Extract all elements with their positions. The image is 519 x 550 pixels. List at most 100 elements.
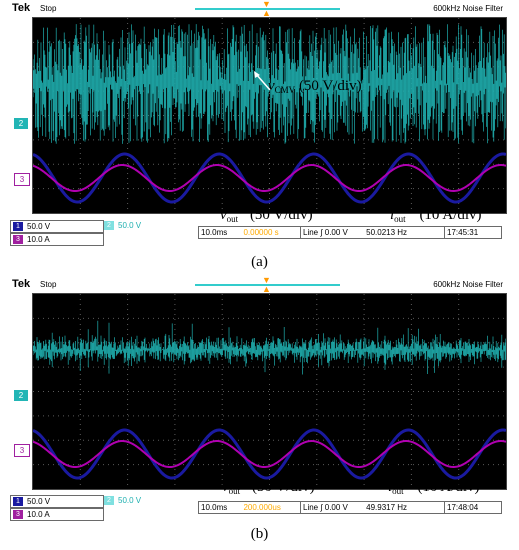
grid-dot — [103, 464, 104, 466]
grid-dot — [79, 329, 81, 330]
grid-dot — [68, 317, 69, 319]
grid-dot — [363, 391, 364, 392]
grid-dot — [308, 464, 309, 466]
grid-dot — [316, 484, 318, 485]
grid-dot — [68, 41, 69, 43]
grid-dot — [458, 414, 460, 415]
grid-dot — [398, 366, 399, 368]
grid-dot — [269, 138, 270, 139]
grid-dot — [323, 391, 324, 392]
grid-dot — [269, 168, 270, 169]
grid-dot — [188, 415, 189, 417]
grid-dot — [79, 118, 81, 119]
grid-dot — [221, 294, 223, 295]
grid-dot — [58, 317, 59, 319]
grid-dot — [398, 415, 399, 417]
grid-dot — [316, 449, 318, 450]
grid-dot — [221, 359, 223, 360]
grid-dot — [103, 163, 104, 165]
grid-dot — [269, 294, 270, 295]
grid-dot — [348, 439, 349, 441]
grid-dot — [458, 439, 460, 440]
grid-dot — [428, 366, 429, 368]
grid-dot — [108, 366, 109, 368]
grid-dot — [353, 439, 354, 441]
grid-dot — [316, 469, 318, 470]
grid-dot — [213, 439, 214, 441]
grid-dot — [38, 391, 39, 392]
grid-dot — [468, 439, 469, 441]
grid-dot — [79, 158, 81, 159]
grid-dot — [363, 404, 365, 405]
grid-dot — [79, 63, 81, 64]
grid-dot — [73, 41, 74, 43]
grid-dot — [79, 188, 81, 189]
grid-dot — [148, 317, 149, 319]
grid-dot — [468, 415, 469, 417]
grid-dot — [413, 139, 414, 141]
grid-dot — [263, 342, 264, 344]
grid-dot — [263, 188, 264, 190]
grid-dot — [363, 48, 365, 49]
grid-dot — [318, 188, 319, 190]
grid-dot — [113, 41, 114, 43]
grid-dot — [127, 339, 129, 340]
grid-dot — [313, 66, 314, 68]
grid-dot — [433, 188, 434, 190]
grid-dot — [268, 188, 269, 190]
grid-dot — [269, 424, 270, 425]
grid-dot — [79, 178, 81, 179]
grid-dot — [293, 464, 294, 466]
grid-dot — [373, 439, 374, 441]
grid-dot — [383, 317, 384, 319]
grid-dot — [174, 484, 176, 485]
grid-dot — [68, 464, 69, 466]
grid-dot — [298, 188, 299, 190]
grid-dot — [83, 415, 84, 417]
grid-dot — [153, 317, 154, 319]
grid-dot — [316, 168, 318, 169]
grid-dot — [128, 415, 129, 417]
grid-dot — [269, 329, 270, 330]
grid-dot — [78, 415, 79, 417]
grid-dot — [127, 379, 129, 380]
grid-dot — [269, 198, 270, 199]
grid-dot — [78, 366, 79, 368]
grid-dot — [63, 139, 64, 141]
grid-dot — [269, 389, 270, 390]
grid-dot — [443, 439, 444, 441]
grid-dot — [221, 43, 223, 44]
grid-dot — [410, 314, 412, 315]
grid-dot — [203, 139, 204, 141]
grid-dot — [458, 474, 460, 475]
grid-dot — [127, 459, 129, 460]
grid-dot — [410, 399, 412, 400]
grid-dot — [410, 118, 412, 119]
grid-dot — [458, 339, 460, 340]
grid-dot — [173, 188, 174, 190]
grid-dot — [493, 391, 494, 392]
grid-dot — [363, 294, 365, 295]
grid-dot — [393, 342, 394, 344]
grid-dot — [221, 374, 223, 375]
grid-dot — [268, 464, 269, 466]
grid-dot — [58, 439, 59, 441]
grid-dot — [483, 188, 484, 190]
grid-dot — [363, 198, 365, 199]
grid-dot — [258, 439, 259, 441]
grid-dot — [233, 139, 234, 141]
grid-dot — [118, 163, 119, 165]
grid-dot — [143, 139, 144, 141]
grid-dot — [38, 41, 39, 43]
grid-dot — [293, 366, 294, 368]
grid-dot — [303, 90, 304, 92]
grid-dot — [98, 163, 99, 165]
grid-dot — [221, 208, 223, 209]
grid-dot — [316, 38, 318, 39]
grid-dot — [423, 317, 424, 319]
grid-dot — [410, 108, 412, 109]
grid-dot — [221, 304, 223, 305]
grid-dot — [323, 115, 324, 116]
arrow-vout — [209, 190, 227, 209]
grid-dot — [323, 41, 324, 43]
